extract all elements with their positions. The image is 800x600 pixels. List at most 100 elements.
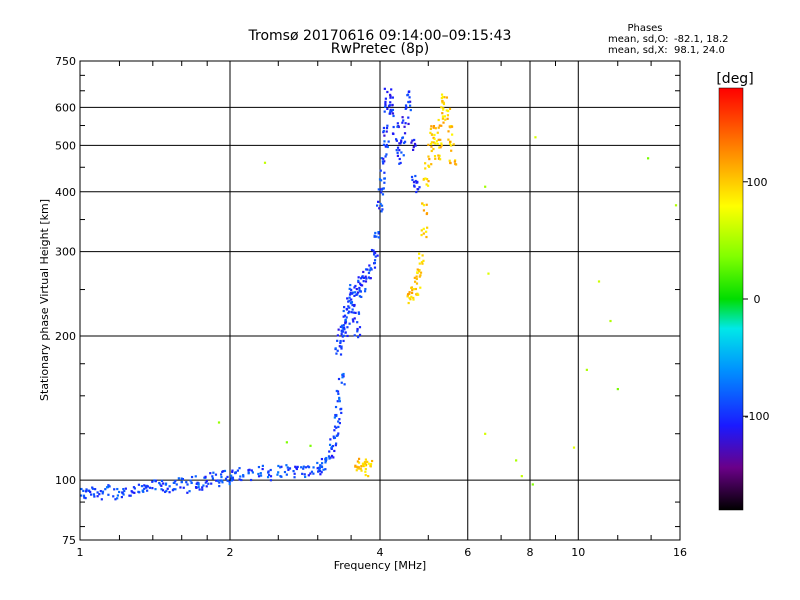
data-point [356, 321, 359, 324]
y-tick-label: 500 [55, 139, 76, 152]
data-point [322, 468, 325, 471]
data-point [353, 294, 356, 297]
data-point [384, 104, 387, 107]
data-point [336, 390, 340, 393]
data-point [269, 475, 273, 478]
data-point [342, 339, 345, 343]
data-points [80, 87, 678, 501]
data-point [350, 301, 354, 304]
data-point [429, 131, 432, 134]
data-point [84, 497, 87, 500]
data-point [364, 470, 367, 473]
data-point [386, 90, 389, 94]
data-point [259, 474, 263, 477]
data-point [354, 284, 357, 288]
data-point [279, 466, 282, 469]
data-point [168, 491, 171, 494]
x-axis-label: Frequency [MHz] [334, 559, 426, 572]
data-point [441, 101, 444, 104]
data-point [236, 469, 239, 472]
data-point [338, 421, 341, 425]
data-point [401, 116, 404, 119]
data-point [418, 252, 421, 255]
data-point [401, 121, 404, 124]
data-point [437, 154, 440, 157]
data-point [364, 458, 368, 461]
data-point [180, 477, 183, 480]
data-point [380, 188, 384, 191]
data-point [142, 490, 145, 493]
data-point [336, 349, 339, 352]
data-point [99, 489, 102, 493]
data-point [445, 109, 448, 112]
data-point [143, 487, 146, 490]
data-point [398, 149, 401, 152]
data-point [369, 464, 372, 467]
data-point [366, 268, 369, 271]
data-point [343, 314, 347, 317]
data-point [409, 108, 412, 112]
data-point [276, 473, 279, 476]
data-point [335, 352, 338, 355]
data-point [140, 485, 144, 488]
data-point [340, 407, 343, 410]
data-point [362, 270, 365, 274]
data-point [394, 138, 398, 141]
data-point [416, 268, 419, 271]
data-point [410, 295, 413, 298]
data-point [425, 178, 429, 181]
data-point [197, 482, 200, 485]
data-point [378, 207, 381, 210]
data-point [425, 230, 428, 233]
data-point [409, 298, 412, 301]
data-point [292, 469, 295, 473]
data-point [383, 160, 386, 163]
colorbar-tick-label: 0 [754, 293, 761, 306]
data-point [351, 303, 354, 307]
data-point [98, 493, 101, 496]
data-point [355, 293, 358, 296]
y-tick-label: 75 [62, 534, 76, 547]
data-point [195, 486, 198, 489]
data-point [406, 295, 409, 298]
data-point [121, 491, 124, 494]
data-point [382, 126, 386, 130]
data-point [198, 488, 201, 491]
data-point [185, 481, 188, 484]
data-point [383, 181, 386, 184]
data-point [286, 466, 289, 469]
data-point [442, 102, 446, 106]
data-point [356, 466, 359, 469]
data-point [372, 249, 375, 252]
data-point [309, 472, 312, 475]
data-point [325, 458, 328, 461]
data-point [416, 292, 419, 295]
data-point [360, 469, 363, 472]
data-point [436, 142, 439, 146]
data-point [333, 416, 336, 419]
data-point [408, 292, 411, 295]
data-point [329, 438, 332, 441]
data-point [160, 484, 163, 487]
data-point [357, 461, 361, 464]
data-point [433, 155, 437, 158]
data-point [120, 495, 123, 499]
data-point [367, 475, 370, 478]
data-point [380, 157, 383, 160]
data-point [377, 200, 380, 203]
data-point [93, 495, 96, 498]
data-point [403, 141, 406, 145]
data-point [330, 454, 334, 458]
data-point [443, 96, 446, 99]
data-point [433, 133, 436, 137]
data-point [357, 276, 360, 279]
data-point [350, 288, 353, 291]
data-point [403, 140, 407, 143]
data-point [223, 469, 227, 473]
data-point [356, 327, 359, 331]
data-point [444, 118, 447, 121]
data-point [440, 144, 443, 147]
data-point [446, 117, 449, 120]
data-point [454, 159, 457, 162]
data-point [133, 487, 136, 490]
